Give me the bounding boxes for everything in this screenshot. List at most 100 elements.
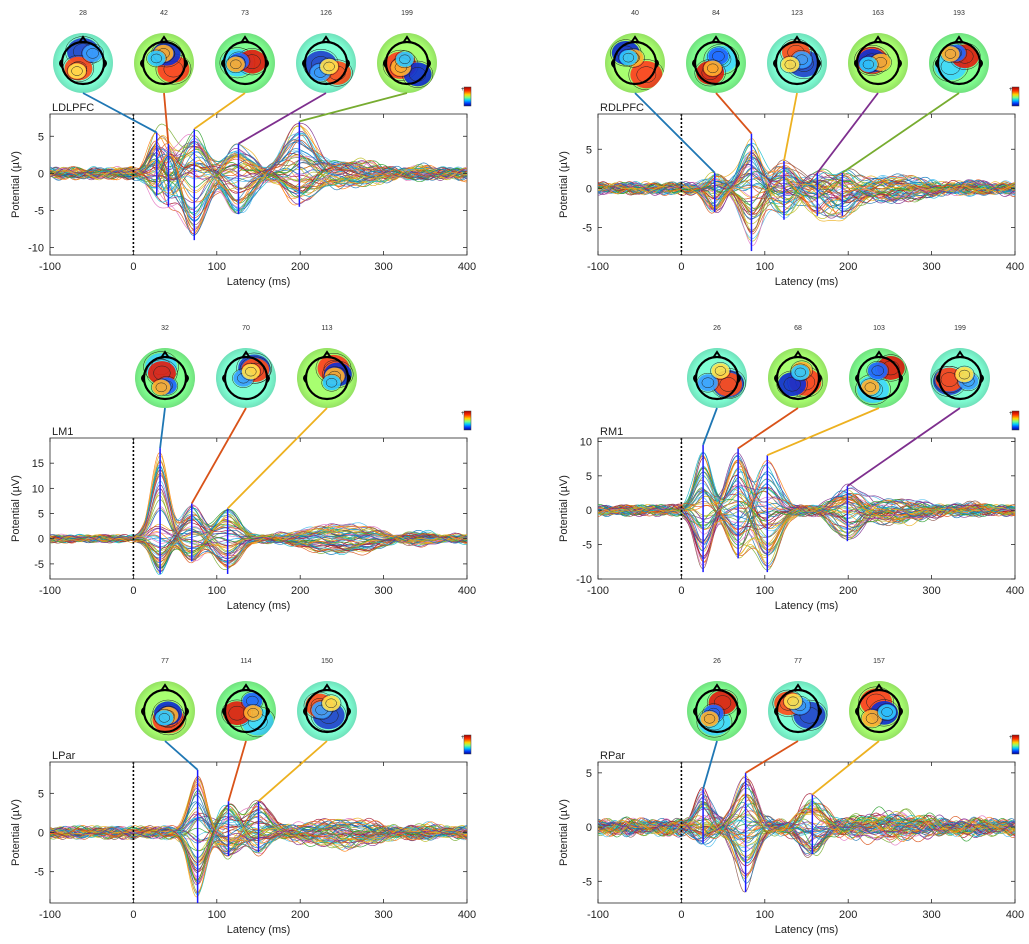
y-tick-label: -5: [582, 876, 592, 888]
topomap: 40: [605, 10, 665, 93]
nose-outline: [792, 35, 802, 44]
peak-connector: [82, 92, 158, 134]
y-tick-label: 0: [38, 168, 44, 180]
channel-trace: [598, 452, 1015, 544]
channel-trace: [598, 820, 1015, 844]
topomap-latency-label: 40: [631, 10, 639, 17]
x-tick-label: 100: [756, 909, 774, 921]
topomap: 42: [134, 10, 194, 93]
y-axis-label: Potential (µV): [558, 151, 570, 218]
ear-outline: [817, 59, 821, 68]
x-axis-label: Latency (ms): [775, 600, 839, 612]
channel-trace: [598, 794, 1015, 848]
x-tick-label: -100: [39, 909, 61, 921]
head-outline: [856, 688, 902, 734]
ear-outline: [773, 59, 777, 68]
nose-outline: [322, 350, 332, 359]
y-tick-label: 15: [32, 458, 44, 470]
ear-outline: [141, 707, 145, 716]
nose-outline: [160, 350, 170, 359]
y-tick-label: 5: [38, 788, 44, 800]
y-tick-label: 10: [580, 436, 592, 448]
x-axis-label: Latency (ms): [227, 924, 291, 936]
x-tick-label: 200: [839, 585, 857, 597]
ear-outline: [854, 59, 858, 68]
channel-traces: [598, 138, 1015, 246]
y-tick-label: 0: [586, 505, 592, 517]
nose-outline: [78, 35, 88, 44]
channel-trace: [598, 156, 1015, 213]
colorbar-max-mark: +: [461, 411, 465, 417]
topomap-latency-label: 73: [241, 10, 249, 17]
nose-outline: [712, 350, 722, 359]
head-outline: [303, 40, 349, 86]
peak-connector: [227, 407, 328, 510]
y-tick-label: -10: [28, 243, 44, 255]
head-outline: [223, 688, 269, 734]
topomap-latency-label: 123: [791, 10, 803, 17]
ear-outline: [427, 59, 431, 68]
topomap: 68: [768, 325, 828, 408]
head-outline: [142, 688, 188, 734]
colorbar: [463, 734, 472, 755]
ear-outline: [266, 374, 270, 383]
channel-trace: [598, 163, 1015, 219]
nose-outline: [321, 35, 331, 44]
x-tick-label: 200: [291, 261, 309, 273]
x-tick-label: 0: [678, 261, 684, 273]
x-tick-label: 100: [756, 585, 774, 597]
ear-outline: [184, 59, 188, 68]
panel-rpar: -100 0 100 200 300 400 -5 0 5 Latency (ms) Potenti…: [558, 658, 1024, 936]
peak-connector: [238, 92, 327, 145]
topomap: 163: [848, 10, 908, 93]
topomap: 199: [930, 325, 990, 408]
colorbar: [1011, 410, 1020, 431]
y-tick-label: -10: [576, 574, 592, 586]
colorbar-max-mark: +: [1009, 87, 1013, 93]
nose-outline: [240, 35, 250, 44]
topomap: 28: [53, 10, 113, 93]
channel-trace: [598, 797, 1015, 864]
channel-trace: [50, 474, 467, 560]
colorbar-max-mark: +: [1009, 735, 1013, 741]
peak-connector: [159, 407, 166, 449]
head-outline: [694, 355, 740, 401]
y-tick-label: -5: [582, 223, 592, 235]
channel-trace: [598, 820, 1015, 854]
x-tick-label: -100: [39, 261, 61, 273]
nose-outline: [954, 35, 964, 44]
colorbar: [463, 410, 472, 431]
channel-trace: [598, 496, 1015, 527]
head-outline: [693, 40, 739, 86]
topomap-latency-label: 77: [794, 658, 802, 665]
y-tick-label: -5: [582, 540, 592, 552]
peak-connector: [846, 407, 961, 487]
peak-connector: [193, 92, 246, 130]
ear-outline: [818, 707, 822, 716]
x-tick-label: 300: [922, 585, 940, 597]
peak-connector: [299, 92, 408, 123]
channel-trace: [50, 122, 467, 182]
topomap-latency-label: 114: [240, 658, 251, 665]
ear-outline: [693, 374, 697, 383]
colorbar-max-mark: +: [1009, 411, 1013, 417]
panel-ldlpfc: -100 0 100 200 300 400 -10 -5 0 5 Latency (ms) Pote…: [10, 10, 476, 288]
x-tick-label: 0: [130, 909, 136, 921]
nose-outline: [630, 35, 640, 44]
panel-lm1: -100 0 100 200 300 400 -5 0 5 10 15 Latency (ms) Pot…: [10, 325, 476, 612]
nose-outline: [241, 350, 251, 359]
ear-outline: [655, 59, 659, 68]
peak-connector: [745, 740, 799, 774]
colorbar: [1011, 86, 1020, 107]
nose-outline: [874, 683, 884, 692]
y-tick-label: 0: [586, 183, 592, 195]
ear-outline: [302, 59, 306, 68]
y-tick-label: -5: [34, 205, 44, 217]
nose-outline: [712, 683, 722, 692]
x-tick-label: 200: [291, 909, 309, 921]
topomap: 113: [297, 325, 357, 408]
topomap: 150: [297, 658, 357, 741]
ear-outline: [185, 374, 189, 383]
topomap-latency-label: 193: [953, 10, 965, 17]
y-axis-label: Potential (µV): [10, 799, 22, 866]
